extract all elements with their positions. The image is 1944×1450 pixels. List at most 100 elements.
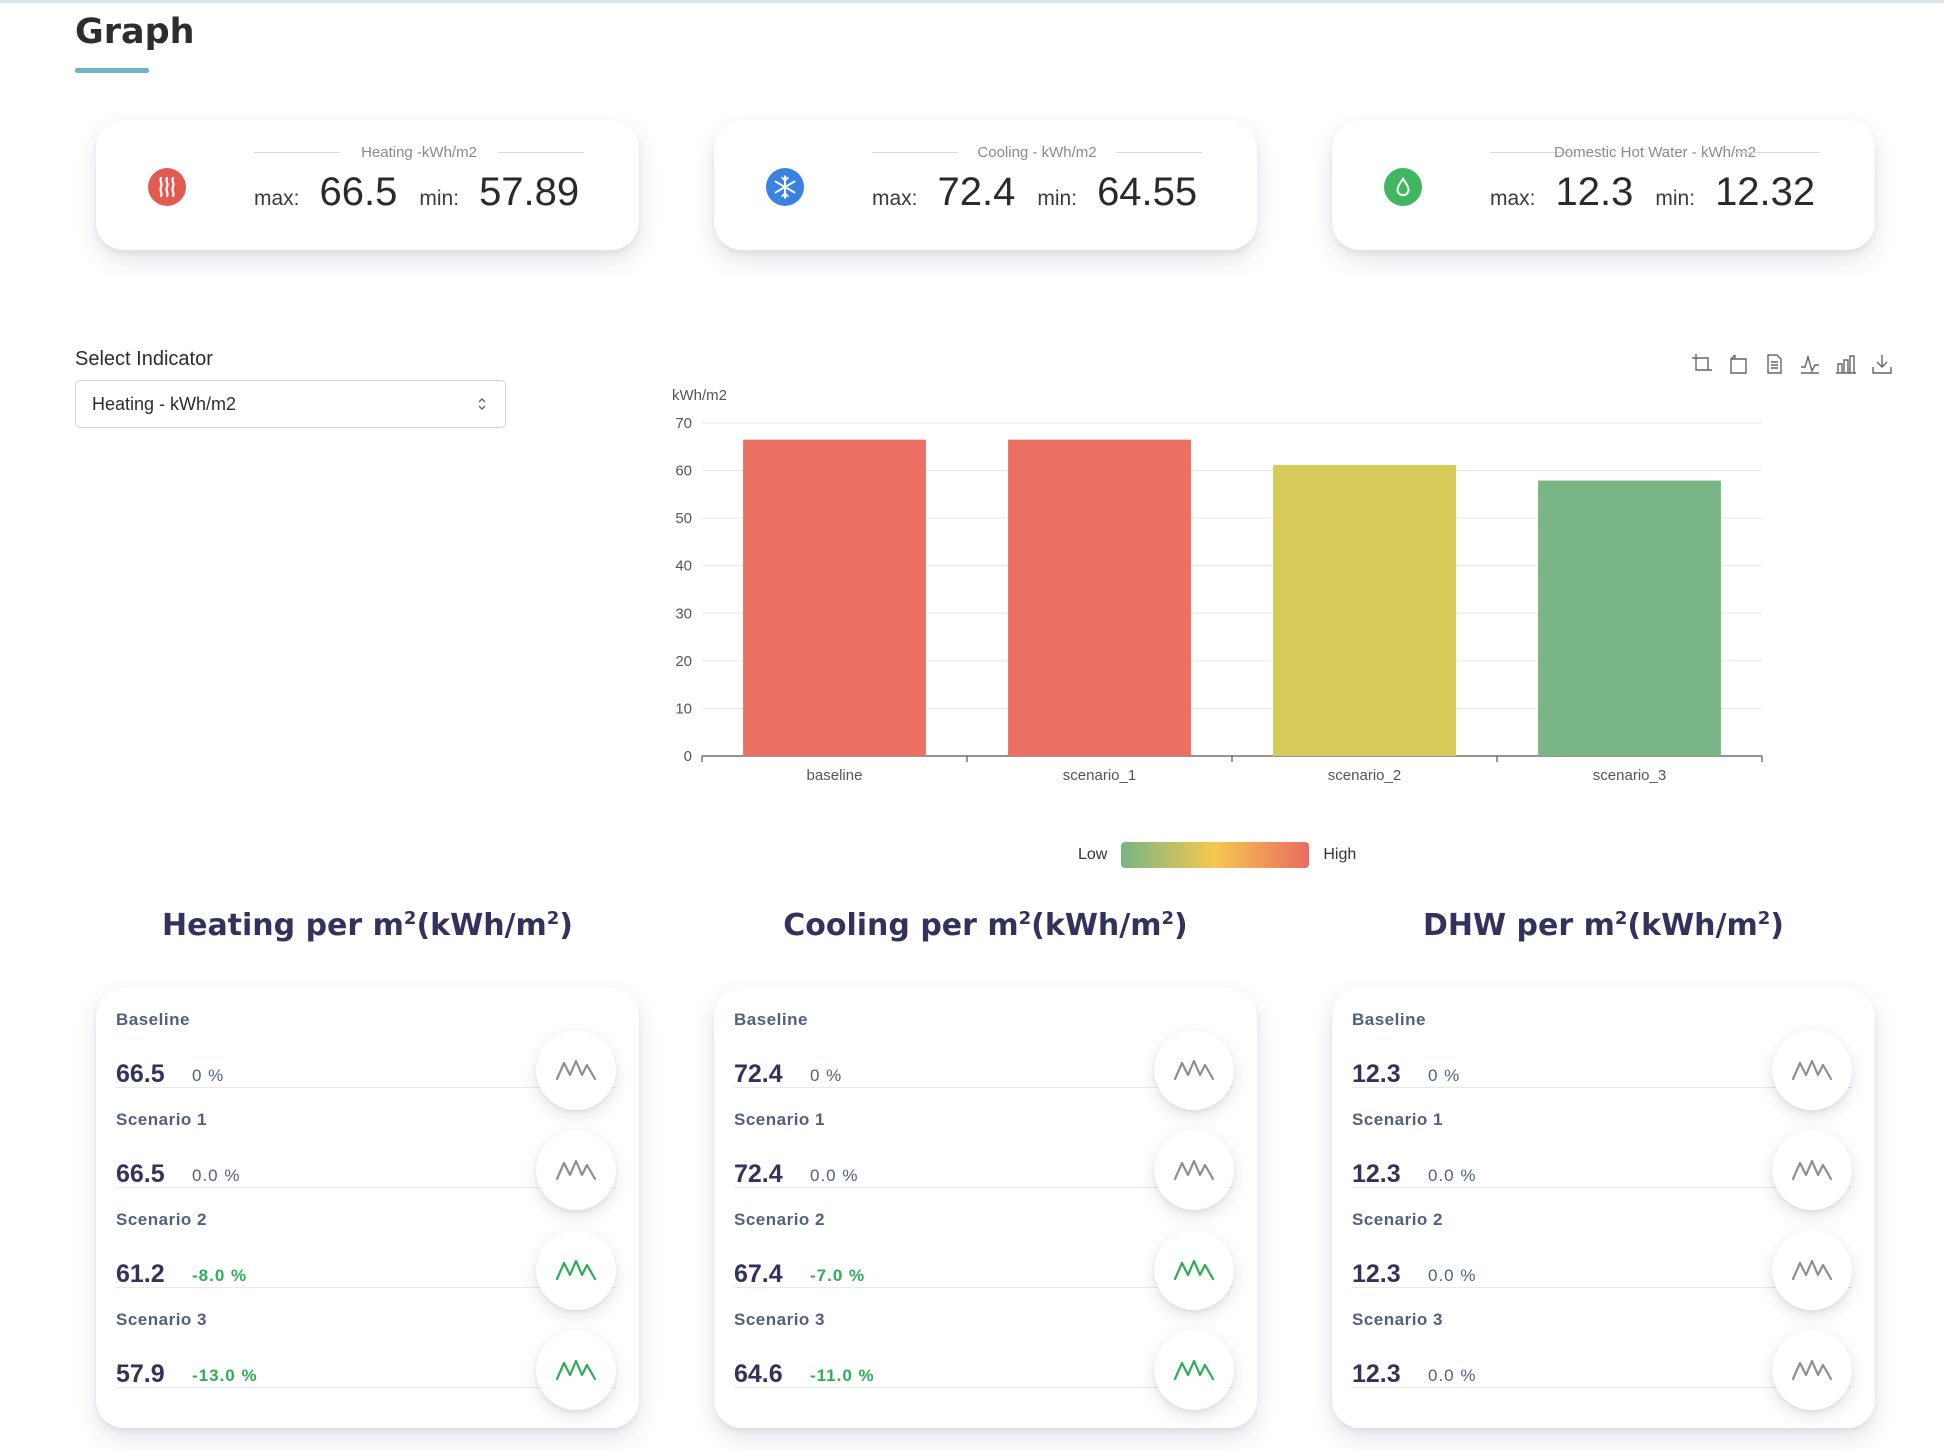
max-label: max: (254, 187, 300, 210)
zoom-icon[interactable] (1690, 352, 1713, 375)
trend-button[interactable] (1154, 1230, 1234, 1310)
scenario-percent: -11.0 % (810, 1366, 875, 1385)
color-legend: Low High (1078, 842, 1356, 868)
dhw-section-title: DHW per m2(kWh/m2) (1332, 908, 1875, 943)
scenario-percent: -7.0 % (810, 1266, 866, 1285)
scenario-value: 12.3 (1352, 1360, 1401, 1388)
dhw-summary-card: Domestic Hot Water - kWh/m2 max: 12.3 mi… (1332, 120, 1875, 250)
bar-chart-icon[interactable] (1834, 352, 1857, 375)
trend-icon (1791, 1359, 1833, 1381)
x-tick-label: scenario_3 (1593, 767, 1666, 784)
scenario-value: 66.5 (116, 1060, 165, 1088)
trend-icon (555, 1059, 597, 1081)
superscript: 2 (1614, 908, 1628, 929)
scenario-value: 66.5 (116, 1160, 165, 1188)
heating-section-title: Heating per m2(kWh/m2) (96, 908, 639, 943)
line-chart-icon[interactable] (1798, 352, 1821, 375)
trend-button[interactable] (1772, 1130, 1852, 1210)
superscript: 2 (1757, 908, 1771, 929)
zoom-reset-icon[interactable] (1726, 352, 1749, 375)
scenario-value: 12.3 (1352, 1260, 1401, 1288)
y-tick-label: 40 (675, 558, 692, 575)
trend-button[interactable] (1154, 1330, 1234, 1410)
scenario-name: Scenario 2 (734, 1210, 825, 1229)
superscript: 2 (1161, 908, 1175, 929)
scenario-name: Scenario 3 (116, 1310, 207, 1329)
heating-summary-card: Heating -kWh/m2 max: 66.5 min: 57.89 (96, 120, 639, 250)
y-tick-label: 70 (675, 415, 692, 432)
y-tick-label: 0 (684, 748, 692, 765)
min-value: 57.89 (479, 170, 580, 214)
trend-button[interactable] (1772, 1030, 1852, 1110)
scenario-name: Baseline (116, 1010, 190, 1029)
trend-icon (1173, 1159, 1215, 1181)
bar-scenario_3 (1538, 480, 1721, 756)
trend-button[interactable] (536, 1030, 616, 1110)
legend-high-label: High (1323, 846, 1357, 863)
trend-icon (555, 1259, 597, 1281)
scenario-name: Baseline (1352, 1010, 1426, 1029)
scenario-row: Baseline 66.5 0 % (116, 988, 616, 1110)
y-tick-label: 20 (675, 653, 692, 670)
scenario-row: Baseline 72.4 0 % (734, 988, 1234, 1110)
summary-values: max: 66.5 min: 57.89 (254, 170, 601, 215)
trend-icon (1173, 1359, 1215, 1381)
section-title-text: Cooling per m (783, 908, 1019, 943)
trend-button[interactable] (536, 1230, 616, 1310)
title-underline (75, 68, 149, 73)
trend-button[interactable] (1154, 1030, 1234, 1110)
trend-icon (555, 1159, 597, 1181)
y-tick-label: 60 (675, 463, 692, 480)
section-unit: (kWh/m (1031, 908, 1162, 943)
legend-gradient (1121, 842, 1310, 868)
heating-scenarios-card: Baseline 66.5 0 % Scenario 1 66.5 0.0 % Scenar… (96, 988, 639, 1428)
indicator-select[interactable]: Heating - kWh/m2 (75, 380, 506, 428)
trend-button[interactable] (536, 1330, 616, 1410)
scenario-value: 72.4 (734, 1060, 783, 1088)
scenario-name: Scenario 2 (116, 1210, 207, 1229)
scenario-value: 12.3 (1352, 1160, 1401, 1188)
x-tick-label: scenario_2 (1328, 767, 1401, 784)
bar-scenario_2 (1273, 464, 1456, 756)
summary-caption: Heating -kWh/m2 (254, 142, 584, 162)
download-icon[interactable] (1870, 352, 1893, 375)
x-tick-label: baseline (807, 767, 863, 784)
min-label: min: (1655, 187, 1696, 210)
bar-scenario_1 (1008, 439, 1191, 756)
cooling-summary-card: Cooling - kWh/m2 max: 72.4 min: 64.55 (714, 120, 1257, 250)
scenario-value: 57.9 (116, 1360, 165, 1388)
scenario-percent: 0.0 % (1428, 1166, 1477, 1185)
scenario-value: 67.4 (734, 1260, 783, 1288)
scenario-row: Scenario 1 72.4 0.0 % (734, 1088, 1234, 1210)
summary-caption: Cooling - kWh/m2 (872, 142, 1202, 162)
trend-icon (1791, 1159, 1833, 1181)
scenario-value: 61.2 (116, 1260, 165, 1288)
trend-button[interactable] (536, 1130, 616, 1210)
scenario-value: 64.6 (734, 1360, 783, 1388)
heating-icon (148, 168, 186, 206)
scenario-row: Scenario 3 57.9 -13.0 % (116, 1288, 616, 1410)
trend-button[interactable] (1154, 1130, 1234, 1210)
bar-baseline (743, 439, 926, 756)
scenario-row: Scenario 2 12.3 0.0 % (1352, 1188, 1852, 1310)
superscript: 2 (546, 908, 560, 929)
scenario-percent: 0 % (810, 1066, 843, 1085)
max-value: 72.4 (937, 170, 1016, 214)
scenario-row: Scenario 3 12.3 0.0 % (1352, 1288, 1852, 1410)
trend-button[interactable] (1772, 1230, 1852, 1310)
data-view-icon[interactable] (1762, 352, 1785, 375)
dhw-scenarios-card: Baseline 12.3 0 % Scenario 1 12.3 0.0 % Scenar… (1332, 988, 1875, 1428)
min-label: min: (419, 187, 460, 210)
scenario-row: Baseline 12.3 0 % (1352, 988, 1852, 1110)
summary-caption: Domestic Hot Water - kWh/m2 (1490, 142, 1820, 162)
cooling-scenarios-card: Baseline 72.4 0 % Scenario 1 72.4 0.0 % Scenar… (714, 988, 1257, 1428)
top-divider (0, 0, 1944, 3)
trend-button[interactable] (1772, 1330, 1852, 1410)
scenario-name: Scenario 1 (1352, 1110, 1443, 1129)
cooling-section-title: Cooling per m2(kWh/m2) (714, 908, 1257, 943)
scenario-name: Scenario 3 (1352, 1310, 1443, 1329)
scenario-row: Scenario 1 12.3 0.0 % (1352, 1088, 1852, 1210)
trend-icon (1173, 1259, 1215, 1281)
indicator-select-value: Heating - kWh/m2 (92, 394, 237, 414)
max-value: 66.5 (319, 170, 398, 214)
